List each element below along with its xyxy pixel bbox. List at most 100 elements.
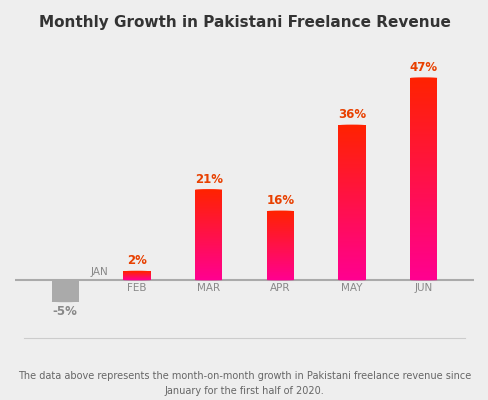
Bar xyxy=(409,150,437,151)
Bar xyxy=(409,98,437,99)
Bar xyxy=(409,120,437,121)
Bar xyxy=(338,229,365,230)
Bar xyxy=(338,157,365,158)
Bar xyxy=(338,174,365,175)
Bar xyxy=(338,166,365,167)
Bar xyxy=(409,163,437,164)
Bar xyxy=(409,118,437,119)
Ellipse shape xyxy=(195,189,222,190)
Bar xyxy=(409,213,437,214)
Bar xyxy=(409,191,437,192)
Bar xyxy=(409,216,437,217)
Bar xyxy=(338,223,365,224)
Bar xyxy=(338,225,365,226)
Bar xyxy=(338,198,365,199)
Bar xyxy=(409,218,437,219)
Bar xyxy=(409,241,437,242)
Ellipse shape xyxy=(266,210,293,212)
Bar xyxy=(338,209,365,210)
Bar xyxy=(409,134,437,135)
Bar xyxy=(338,275,365,276)
Bar xyxy=(338,128,365,129)
Bar xyxy=(338,241,365,242)
Bar xyxy=(338,125,365,126)
Bar xyxy=(409,114,437,115)
Text: 36%: 36% xyxy=(337,108,366,121)
Bar xyxy=(338,260,365,261)
Bar xyxy=(338,257,365,258)
Bar xyxy=(409,110,437,111)
Bar xyxy=(409,145,437,146)
Bar xyxy=(409,254,437,255)
Bar xyxy=(409,180,437,181)
Bar xyxy=(338,132,365,133)
Bar xyxy=(409,196,437,197)
Bar xyxy=(409,170,437,171)
Bar xyxy=(409,158,437,159)
Bar xyxy=(338,276,365,277)
Bar xyxy=(409,105,437,106)
Bar xyxy=(338,269,365,270)
Bar xyxy=(409,100,437,101)
Bar xyxy=(409,248,437,249)
Ellipse shape xyxy=(338,125,365,126)
Bar xyxy=(409,240,437,241)
Bar xyxy=(338,175,365,176)
Bar xyxy=(409,142,437,143)
Bar xyxy=(409,275,437,276)
Bar xyxy=(409,84,437,85)
Bar xyxy=(409,255,437,256)
Bar xyxy=(409,268,437,269)
Bar xyxy=(338,227,365,228)
Bar xyxy=(409,223,437,224)
Bar xyxy=(338,144,365,145)
Bar xyxy=(409,155,437,156)
Bar xyxy=(409,252,437,253)
Bar xyxy=(409,99,437,100)
Bar xyxy=(409,238,437,239)
Bar xyxy=(409,224,437,225)
Bar xyxy=(338,154,365,155)
Bar xyxy=(409,104,437,105)
Bar xyxy=(409,182,437,183)
Bar xyxy=(338,249,365,250)
Bar xyxy=(338,168,365,169)
Bar xyxy=(409,79,437,80)
Bar xyxy=(338,148,365,149)
Bar xyxy=(338,164,365,165)
Bar xyxy=(409,219,437,220)
Bar xyxy=(338,176,365,177)
Bar xyxy=(409,256,437,257)
Bar xyxy=(338,170,365,171)
Text: APR: APR xyxy=(269,284,290,294)
Bar xyxy=(338,190,365,191)
Bar xyxy=(338,149,365,150)
Bar xyxy=(409,156,437,157)
Bar xyxy=(338,151,365,152)
Ellipse shape xyxy=(123,271,150,272)
Bar xyxy=(409,246,437,247)
Bar xyxy=(409,93,437,94)
Bar xyxy=(409,259,437,260)
Bar xyxy=(338,177,365,178)
Bar xyxy=(338,250,365,251)
Bar xyxy=(409,137,437,138)
Bar xyxy=(409,95,437,96)
Bar xyxy=(409,214,437,215)
Text: MAY: MAY xyxy=(341,284,362,294)
Bar xyxy=(338,197,365,198)
Text: JAN: JAN xyxy=(90,266,108,276)
Bar xyxy=(338,140,365,141)
Bar xyxy=(409,243,437,244)
Bar xyxy=(409,151,437,152)
Bar xyxy=(409,97,437,98)
Bar xyxy=(409,202,437,203)
Bar xyxy=(409,192,437,193)
Bar xyxy=(338,203,365,204)
Bar xyxy=(409,233,437,234)
Bar xyxy=(338,163,365,164)
Bar xyxy=(338,137,365,138)
Bar xyxy=(409,121,437,122)
Bar xyxy=(338,180,365,181)
Bar xyxy=(409,185,437,186)
